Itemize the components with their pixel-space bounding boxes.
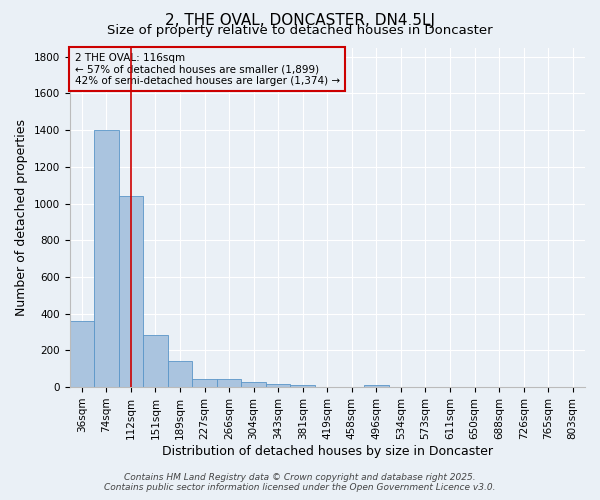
- X-axis label: Distribution of detached houses by size in Doncaster: Distribution of detached houses by size …: [162, 444, 493, 458]
- Text: 2, THE OVAL, DONCASTER, DN4 5LJ: 2, THE OVAL, DONCASTER, DN4 5LJ: [165, 12, 435, 28]
- Text: Contains HM Land Registry data © Crown copyright and database right 2025.
Contai: Contains HM Land Registry data © Crown c…: [104, 473, 496, 492]
- Bar: [192, 379, 217, 387]
- Text: 2 THE OVAL: 116sqm
← 57% of detached houses are smaller (1,899)
42% of semi-deta: 2 THE OVAL: 116sqm ← 57% of detached hou…: [74, 52, 340, 86]
- Bar: [119, 196, 143, 387]
- Bar: [266, 384, 290, 387]
- Bar: [217, 379, 241, 387]
- Text: Size of property relative to detached houses in Doncaster: Size of property relative to detached ho…: [107, 24, 493, 37]
- Bar: [168, 362, 192, 387]
- Y-axis label: Number of detached properties: Number of detached properties: [15, 119, 28, 316]
- Bar: [241, 382, 266, 387]
- Bar: [290, 385, 315, 387]
- Bar: [70, 321, 94, 387]
- Bar: [143, 335, 168, 387]
- Bar: [94, 130, 119, 387]
- Bar: [364, 385, 389, 387]
